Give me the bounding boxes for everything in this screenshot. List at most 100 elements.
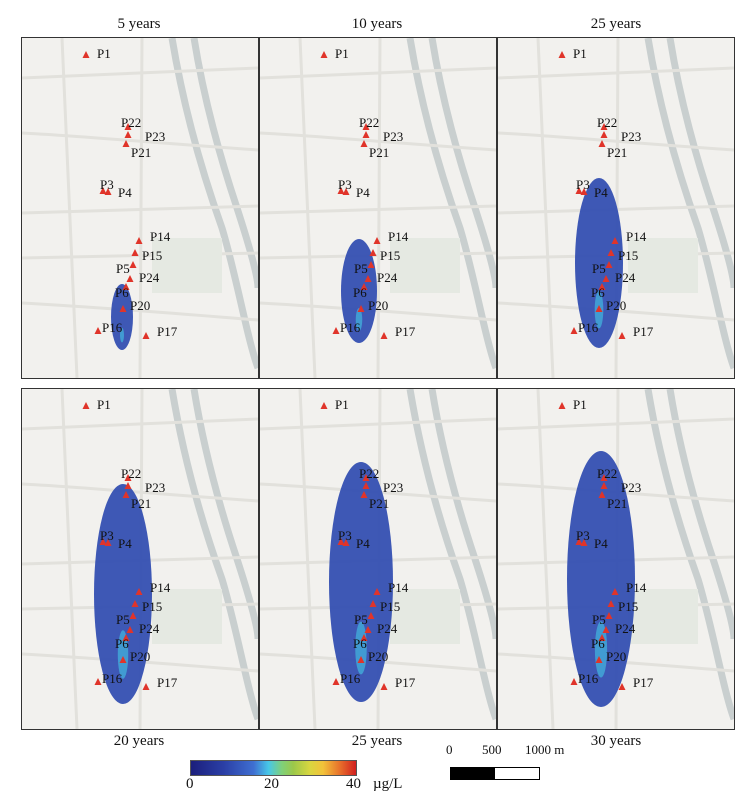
well-marker <box>367 612 375 619</box>
well-label: P22 <box>597 115 617 130</box>
road <box>536 389 555 729</box>
contaminant-plume <box>94 484 152 704</box>
river-channel <box>666 389 734 640</box>
well-label: P15 <box>618 599 638 614</box>
well-label: P3 <box>338 528 352 543</box>
well-marker <box>122 634 130 641</box>
well-marker <box>131 600 139 607</box>
well-marker <box>124 131 132 138</box>
road <box>22 417 258 431</box>
well-label: P6 <box>591 285 605 300</box>
well-label: P3 <box>576 177 590 192</box>
road <box>498 66 734 80</box>
well-marker <box>558 402 566 409</box>
well-label: P1 <box>335 397 349 412</box>
well-marker <box>362 131 370 138</box>
well-label: P1 <box>97 46 111 61</box>
well-label: P21 <box>607 496 627 511</box>
well-marker <box>135 588 143 595</box>
well-marker <box>360 634 368 641</box>
well-label: P3 <box>338 177 352 192</box>
well-label: P4 <box>594 536 608 551</box>
well-marker <box>600 123 608 130</box>
well-label: P16 <box>578 320 599 335</box>
well-label: P4 <box>118 536 132 551</box>
road <box>260 66 496 80</box>
well-marker <box>332 678 340 685</box>
well-label: P22 <box>597 466 617 481</box>
well-marker <box>595 656 603 663</box>
park-area <box>628 238 698 293</box>
well-marker <box>129 261 137 268</box>
well-marker <box>94 678 102 685</box>
well-label: P23 <box>145 129 165 144</box>
well-label: P6 <box>591 636 605 651</box>
well-label: P14 <box>626 229 647 244</box>
well-marker <box>364 275 372 282</box>
well-marker <box>124 482 132 489</box>
well-marker <box>602 275 610 282</box>
well-marker <box>129 612 137 619</box>
well-label: P20 <box>368 649 388 664</box>
well-label: P1 <box>573 46 587 61</box>
well-marker <box>611 588 619 595</box>
well-label: P6 <box>353 285 367 300</box>
well-label: P5 <box>116 612 130 627</box>
plume-core <box>117 630 129 679</box>
scalebar-label-1000: 1000 m <box>525 742 565 757</box>
well-label: P15 <box>380 599 400 614</box>
well-label: P20 <box>130 298 150 313</box>
well-label: P6 <box>353 636 367 651</box>
well-marker <box>142 683 150 690</box>
well-label: P5 <box>592 261 606 276</box>
concentration-colorbar <box>190 760 357 776</box>
well-marker <box>357 656 365 663</box>
road <box>60 38 79 378</box>
map-panel-2: P1 P22 P23 P21 P3 P4 P14 P15 P5 P24 P6 P20 P16 P17 <box>259 37 497 379</box>
well-marker <box>598 491 606 498</box>
well-marker <box>570 327 578 334</box>
well-label: P17 <box>395 675 416 690</box>
well-marker <box>82 402 90 409</box>
well-label: P23 <box>621 480 641 495</box>
well-marker <box>362 474 370 481</box>
road <box>138 38 144 378</box>
plume-core <box>120 327 124 343</box>
well-marker <box>369 600 377 607</box>
well-label: P5 <box>592 612 606 627</box>
well-marker <box>135 237 143 244</box>
road <box>298 38 317 378</box>
well-marker <box>611 237 619 244</box>
well-label: P17 <box>395 324 416 339</box>
well-label: P14 <box>388 580 409 595</box>
well-label: P17 <box>633 324 654 339</box>
well-marker <box>580 188 588 195</box>
well-label: P14 <box>388 229 409 244</box>
colorbar-unit: µg/L <box>373 776 403 792</box>
well-label: P3 <box>100 528 114 543</box>
well-marker <box>373 237 381 244</box>
well-label: P1 <box>573 397 587 412</box>
well-label: P14 <box>626 580 647 595</box>
well-label: P20 <box>368 298 388 313</box>
well-marker <box>380 332 388 339</box>
plume-core <box>594 621 608 678</box>
well-marker <box>360 140 368 147</box>
well-marker <box>598 283 606 290</box>
well-marker <box>600 482 608 489</box>
well-label: P23 <box>621 129 641 144</box>
contaminant-plume <box>341 239 377 343</box>
well-marker <box>99 187 107 194</box>
well-label: P22 <box>121 115 141 130</box>
well-label: P4 <box>356 536 370 551</box>
colorbar-tick-0: 0 <box>186 776 194 792</box>
contaminant-plume <box>575 178 623 348</box>
well-marker <box>94 327 102 334</box>
well-label: P3 <box>576 528 590 543</box>
well-label: P21 <box>131 496 151 511</box>
park-area <box>152 589 222 644</box>
road <box>260 131 496 152</box>
well-marker <box>618 683 626 690</box>
